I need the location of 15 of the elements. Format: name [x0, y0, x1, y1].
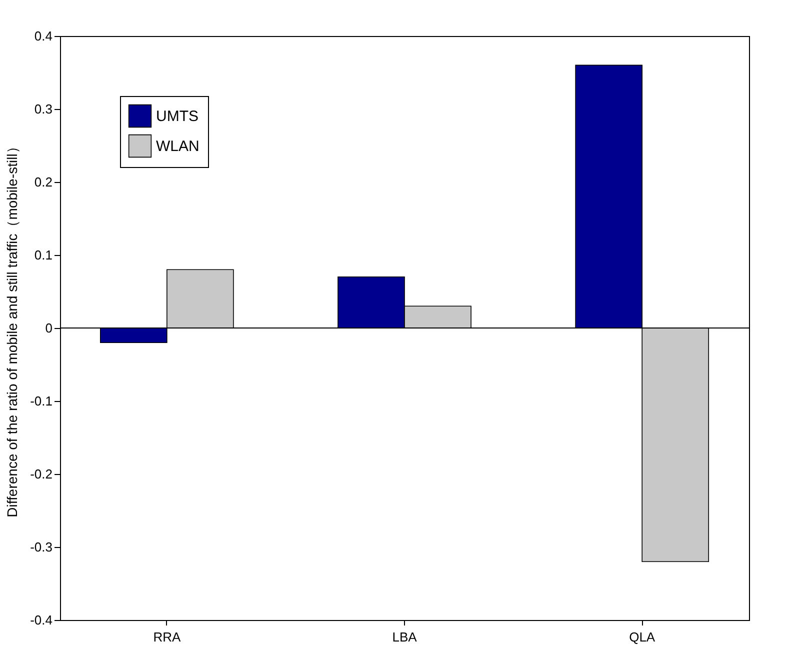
y-tick-label: 0.4 — [34, 28, 52, 44]
y-tick-label: -0.3 — [30, 540, 52, 554]
y-axis-title: Difference of the ratio of mobile and still traffic（mobile-still） — [4, 140, 20, 518]
x-tick-label: QLA — [629, 630, 656, 644]
y-tick-label: 0.2 — [34, 174, 52, 190]
x-tick-label: LBA — [392, 630, 418, 644]
y-tick-label: -0.2 — [30, 466, 52, 482]
y-tick-label: -0.4 — [30, 612, 52, 628]
x-tick-label: RRA — [153, 630, 181, 644]
legend-label: UMTS — [156, 108, 198, 125]
y-tick-label: 0.3 — [34, 102, 52, 116]
y-tick-label: 0.1 — [34, 248, 52, 262]
y-tick-label: -0.1 — [30, 394, 52, 408]
legend-label: WLAN — [156, 138, 200, 155]
y-tick-label: 0 — [45, 320, 52, 336]
